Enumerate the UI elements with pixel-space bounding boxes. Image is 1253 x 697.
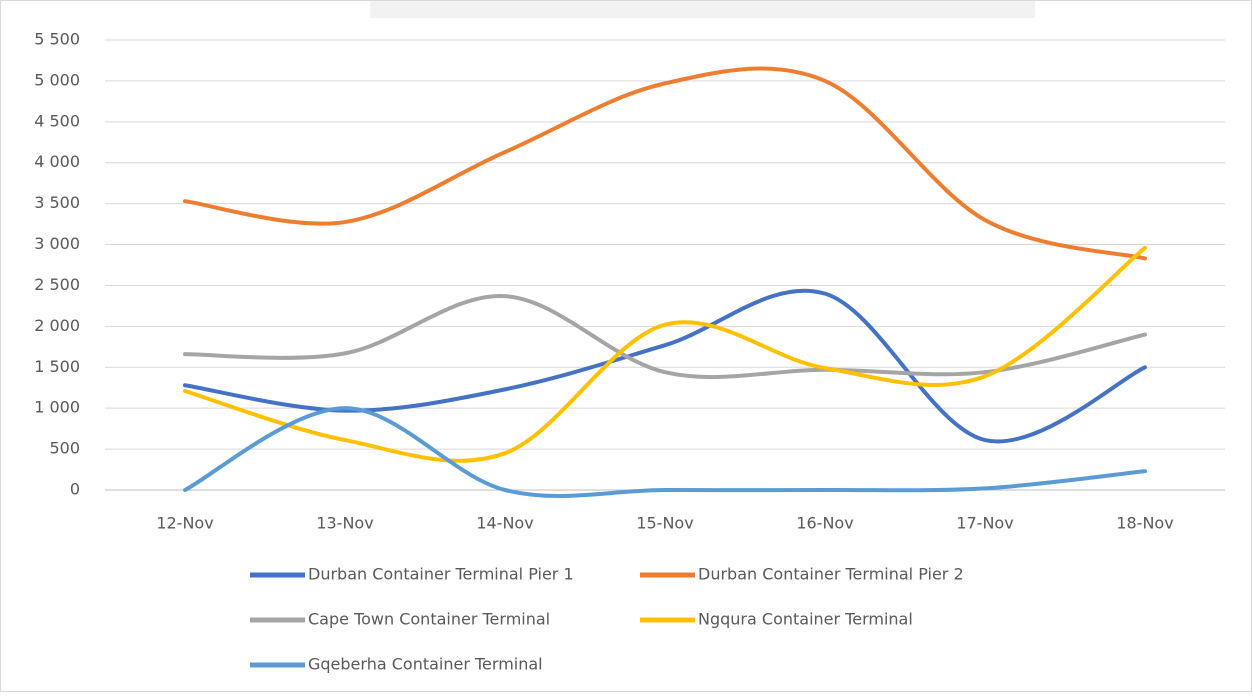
y-tick-label: 3 000: [34, 234, 80, 253]
y-tick-label: 3 500: [34, 193, 80, 212]
series-line: [183, 245, 1147, 463]
x-tick-label: 12-Nov: [156, 514, 213, 533]
legend-label: Durban Container Terminal Pier 1: [308, 565, 574, 584]
x-tick-label: 14-Nov: [476, 514, 533, 533]
legend-label: Durban Container Terminal Pier 2: [698, 565, 964, 584]
y-tick-label: 2 500: [34, 275, 80, 294]
y-tick-label: 500: [49, 439, 80, 458]
y-tick-label: 0: [70, 480, 80, 499]
x-tick-label: 17-Nov: [956, 514, 1013, 533]
legend-label: Ngqura Container Terminal: [698, 610, 913, 629]
overlay: [370, 0, 1035, 18]
y-tick-label: 5 000: [34, 70, 80, 89]
y-tick-label: 2 000: [34, 316, 80, 335]
x-tick-label: 16-Nov: [796, 514, 853, 533]
y-tick-label: 4 000: [34, 152, 80, 171]
y-tick-label: 1 500: [34, 357, 80, 376]
series-line: [183, 288, 1147, 444]
series-line: [183, 294, 1147, 380]
legend-label: Cape Town Container Terminal: [308, 610, 550, 629]
legend-label: Gqeberha Container Terminal: [308, 655, 543, 674]
x-tick-label: 15-Nov: [636, 514, 693, 533]
y-tick-label: 1 000: [34, 398, 80, 417]
x-tick-label: 18-Nov: [1116, 514, 1173, 533]
y-tick-label: 5 500: [34, 30, 80, 49]
x-tick-label: 13-Nov: [316, 514, 373, 533]
series-line: [183, 66, 1147, 261]
y-tick-label: 4 500: [34, 111, 80, 130]
series-line: [183, 406, 1147, 499]
